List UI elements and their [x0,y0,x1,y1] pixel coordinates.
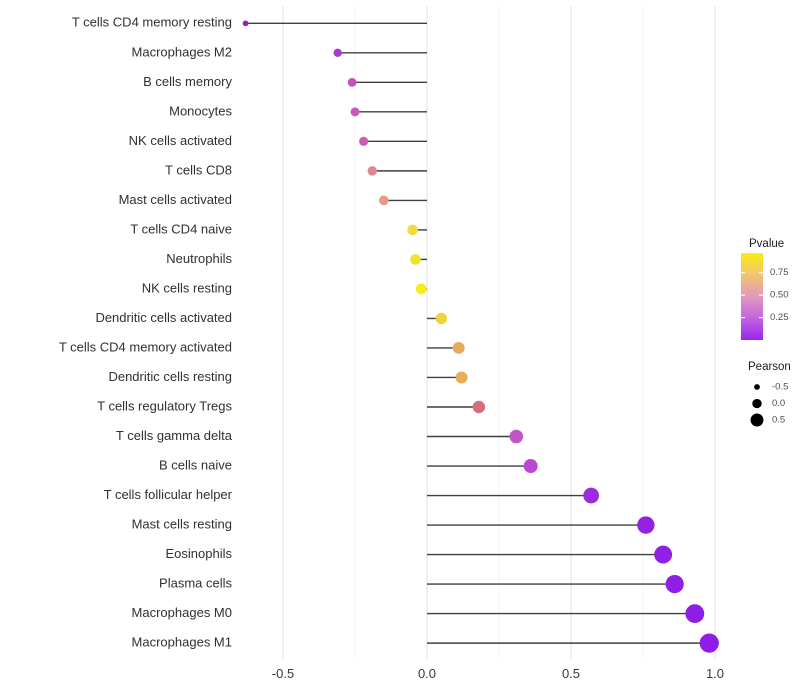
category-label: Macrophages M0 [132,605,232,620]
x-tick-label: 0.0 [418,666,436,681]
lollipop-dot [347,77,357,87]
category-label: NK cells resting [142,280,232,295]
y-axis-labels: T cells CD4 memory resting Macrophages M2… [59,15,233,650]
pearson-legend-dot [754,384,760,390]
category-label: T cells CD8 [165,162,232,177]
category-label: Mast cells activated [119,192,232,207]
pearson-legend-dot [752,398,762,409]
category-label: Dendritic cells resting [108,369,232,384]
category-label: B cells memory [143,74,232,89]
pearson-legend: Pearson -0.5 0.0 0.5 [748,361,791,427]
category-label: T cells CD4 memory activated [59,339,232,354]
pvalue-legend-label: 0.75 [770,267,789,278]
lollipop-dot [509,429,524,444]
category-label: NK cells activated [129,133,232,148]
lollipop-dot [452,342,465,354]
category-label: Monocytes [169,103,232,118]
category-label: B cells naive [159,457,232,472]
lollipop-dot [359,136,369,146]
pearson-legend-label: -0.5 [772,382,788,393]
lollipop-dot [685,604,705,624]
category-label: Macrophages M1 [132,635,232,650]
category-label: Neutrophils [166,251,232,266]
category-label: Macrophages M2 [132,44,232,59]
category-label: T cells follicular helper [104,487,233,502]
lollipop-dot [699,633,719,653]
lollipop-dot [654,545,673,564]
lollipop-dots [242,20,719,653]
x-tick-label: -0.5 [272,666,294,681]
category-label: Mast cells resting [132,516,232,531]
lollipop-dot [637,516,655,534]
lollipop-dot [378,195,389,206]
lollipop-dot [415,283,427,295]
pearson-legend-label: 0.0 [772,398,785,409]
lollipop-dot [333,48,342,58]
x-tick-label: 0.5 [562,666,580,681]
x-tick-label: 1.0 [706,666,724,681]
pearson-legend-label: 0.5 [772,415,785,426]
category-label: T cells regulatory Tregs [97,398,232,413]
category-label: T cells gamma delta [116,428,233,443]
lollipop-dot [455,371,468,384]
lollipop-dot [665,574,684,594]
lollipop-dot [410,254,421,265]
pearson-legend-dot [750,413,764,427]
category-label: T cells CD4 memory resting [72,15,232,30]
pvalue-legend-bar [741,253,763,340]
pvalue-legend-label: 0.25 [770,312,789,323]
lollipop-dot [350,107,360,117]
pvalue-legend-label: 0.50 [770,290,789,301]
lollipop-dot [435,312,448,325]
category-label: Dendritic cells activated [95,310,232,325]
lollipop-dot [523,459,538,474]
pearson-legend-title: Pearson [748,361,791,373]
lollipop-dot [407,224,418,236]
pvalue-legend-title: Pvalue [749,238,784,250]
category-label: T cells CD4 naive [130,221,232,236]
lollipop-dot [242,20,249,27]
lollipop-dot [472,400,486,414]
x-axis-labels: -0.5 0.0 0.5 1.0 [272,666,724,681]
lollipop-dot [367,166,377,176]
lollipop-dot [583,487,600,504]
pvalue-legend: Pvalue 0.75 0.50 0.25 [741,238,789,340]
category-label: Eosinophils [166,546,233,561]
category-label: Plasma cells [159,576,232,591]
